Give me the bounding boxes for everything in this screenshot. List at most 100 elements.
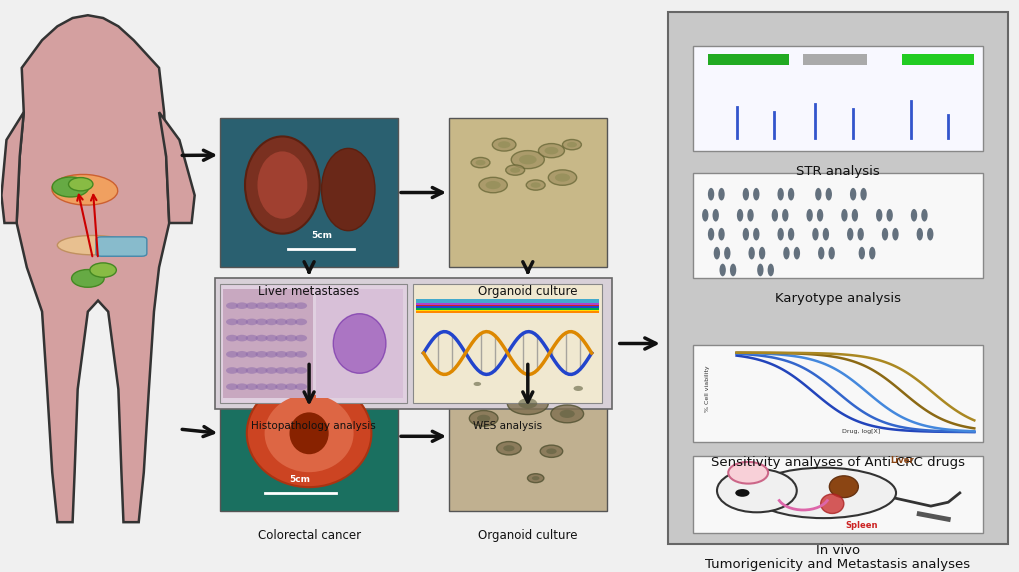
FancyBboxPatch shape [316, 289, 404, 398]
Ellipse shape [750, 468, 895, 518]
PathPatch shape [159, 112, 195, 223]
Ellipse shape [892, 228, 898, 240]
Ellipse shape [814, 188, 820, 201]
Circle shape [485, 181, 500, 189]
Circle shape [265, 335, 277, 341]
Ellipse shape [245, 137, 320, 233]
Circle shape [235, 367, 248, 374]
Ellipse shape [787, 188, 794, 201]
FancyBboxPatch shape [448, 118, 606, 267]
Circle shape [226, 383, 238, 390]
Text: Colorectal cancer: Colorectal cancer [257, 529, 361, 542]
Ellipse shape [827, 247, 834, 260]
Ellipse shape [264, 395, 354, 472]
Circle shape [265, 319, 277, 325]
Ellipse shape [849, 188, 856, 201]
Circle shape [496, 442, 521, 455]
Text: Karyotype analysis: Karyotype analysis [774, 292, 900, 305]
Circle shape [531, 476, 539, 480]
Circle shape [567, 142, 577, 148]
Circle shape [506, 392, 548, 415]
FancyBboxPatch shape [667, 13, 1008, 545]
Ellipse shape [875, 209, 881, 221]
Circle shape [275, 319, 287, 325]
Circle shape [527, 474, 543, 483]
Circle shape [265, 367, 277, 374]
Ellipse shape [289, 412, 328, 454]
Circle shape [546, 448, 556, 454]
Bar [901, 54, 973, 65]
Circle shape [235, 351, 248, 358]
Ellipse shape [881, 228, 888, 240]
Circle shape [477, 415, 490, 422]
Ellipse shape [776, 228, 783, 240]
Ellipse shape [811, 228, 818, 240]
Circle shape [246, 335, 258, 341]
Bar [803, 54, 866, 65]
Circle shape [471, 157, 489, 168]
Ellipse shape [846, 228, 853, 240]
Circle shape [246, 351, 258, 358]
Ellipse shape [926, 228, 932, 240]
Ellipse shape [858, 247, 864, 260]
Circle shape [561, 140, 581, 150]
Circle shape [246, 383, 258, 390]
Bar [416, 308, 598, 311]
Ellipse shape [851, 209, 857, 221]
Ellipse shape [841, 209, 847, 221]
Circle shape [284, 351, 297, 358]
FancyBboxPatch shape [11, 23, 210, 533]
Circle shape [235, 303, 248, 309]
FancyBboxPatch shape [448, 362, 606, 511]
Ellipse shape [806, 209, 812, 221]
Circle shape [235, 335, 248, 341]
Circle shape [235, 319, 248, 325]
Circle shape [735, 489, 749, 497]
Circle shape [294, 367, 307, 374]
Ellipse shape [756, 264, 763, 276]
Circle shape [526, 180, 544, 190]
Circle shape [473, 382, 481, 386]
Circle shape [479, 177, 506, 193]
Ellipse shape [742, 188, 748, 201]
Ellipse shape [824, 188, 832, 201]
Ellipse shape [736, 209, 743, 221]
Ellipse shape [816, 209, 822, 221]
PathPatch shape [1, 112, 23, 223]
Circle shape [256, 335, 267, 341]
Ellipse shape [828, 476, 858, 498]
Ellipse shape [822, 228, 828, 240]
Circle shape [275, 367, 287, 374]
FancyBboxPatch shape [220, 284, 407, 403]
Ellipse shape [820, 494, 843, 514]
Ellipse shape [910, 209, 916, 221]
Text: Drug, log[X]: Drug, log[X] [842, 429, 879, 434]
Ellipse shape [767, 264, 773, 276]
Circle shape [265, 351, 277, 358]
Ellipse shape [730, 264, 736, 276]
Circle shape [284, 383, 297, 390]
Circle shape [265, 383, 277, 390]
Bar [416, 306, 598, 309]
Circle shape [275, 335, 287, 341]
Circle shape [235, 383, 248, 390]
Bar [416, 301, 598, 305]
Circle shape [550, 405, 583, 423]
Circle shape [469, 379, 485, 388]
Text: Liver metastases: Liver metastases [258, 285, 360, 298]
FancyBboxPatch shape [96, 237, 147, 256]
Circle shape [294, 351, 307, 358]
Ellipse shape [713, 247, 719, 260]
Text: 5cm: 5cm [289, 475, 311, 484]
Text: 5cm: 5cm [311, 232, 332, 240]
Ellipse shape [783, 247, 789, 260]
Circle shape [246, 367, 258, 374]
FancyBboxPatch shape [223, 289, 313, 398]
Text: Organoid culture: Organoid culture [478, 285, 577, 298]
Ellipse shape [747, 209, 753, 221]
Ellipse shape [57, 236, 128, 255]
Circle shape [246, 319, 258, 325]
FancyBboxPatch shape [220, 362, 397, 511]
FancyBboxPatch shape [215, 279, 611, 408]
Text: WES analysis: WES analysis [473, 421, 542, 431]
